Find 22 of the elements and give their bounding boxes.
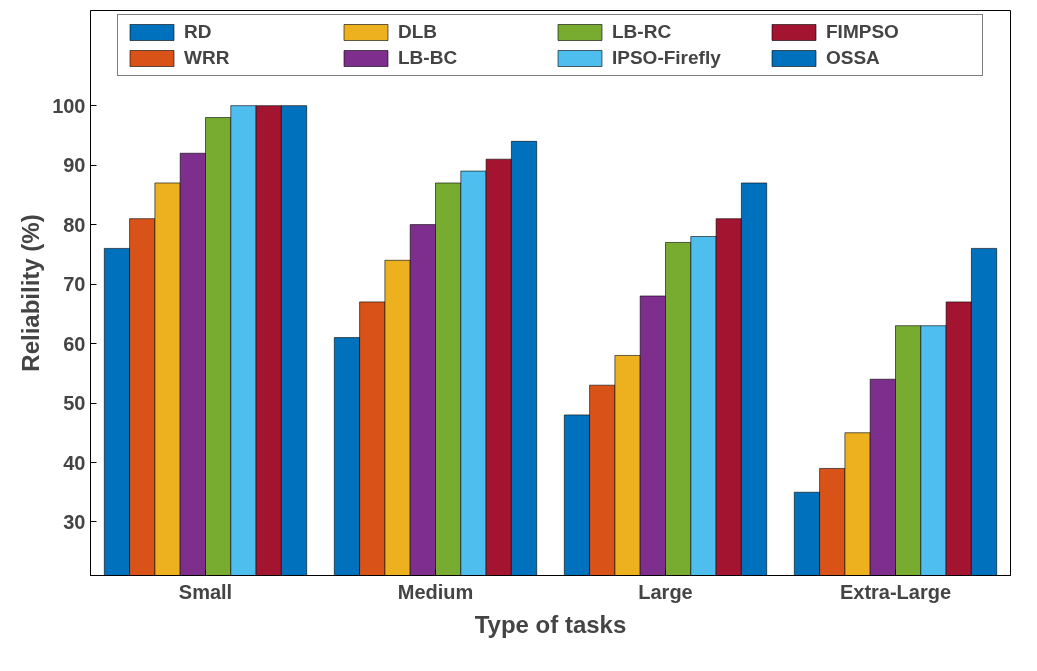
legend-label: LB-BC xyxy=(398,47,459,69)
legend-label: FIMPSO xyxy=(826,21,900,43)
y-tick-label: 100 xyxy=(52,94,86,117)
y-tick-label: 30 xyxy=(63,510,86,533)
legend-label: IPSO-Firefly xyxy=(612,47,722,69)
y-tick-label: 90 xyxy=(63,154,86,177)
legend-label: WRR xyxy=(184,47,231,69)
x-tick-label: Small xyxy=(178,580,233,603)
x-tick-label: Medium xyxy=(397,580,474,603)
x-axis-title: Type of tasks xyxy=(474,610,627,638)
legend-label: DLB xyxy=(398,21,439,43)
legend-label: RD xyxy=(184,21,213,43)
legend-label: LB-RC xyxy=(612,21,673,43)
y-tick-label: 40 xyxy=(63,451,86,474)
y-tick-label: 70 xyxy=(63,273,86,296)
y-tick-label: 50 xyxy=(63,392,86,415)
legend-label: OSSA xyxy=(826,47,881,69)
x-tick-label: Extra-Large xyxy=(839,580,952,603)
y-tick-label: 80 xyxy=(63,213,86,236)
y-axis-title: Reliability (%) xyxy=(17,214,45,372)
y-tick-label: 60 xyxy=(63,332,86,355)
x-tick-label: Large xyxy=(638,580,693,603)
